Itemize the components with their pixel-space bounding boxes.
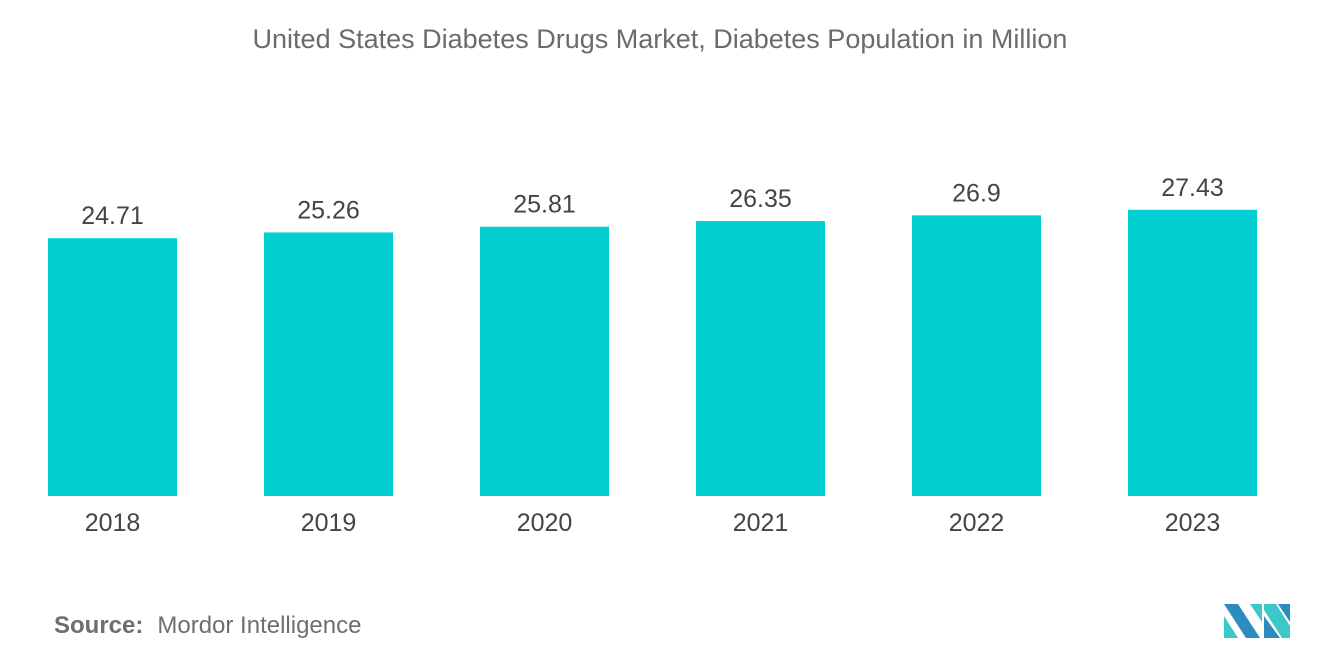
bar-2021: [696, 221, 825, 496]
value-label-2020: 25.81: [513, 191, 576, 219]
bar-2018: [48, 238, 177, 497]
value-label-2021: 26.35: [729, 185, 792, 213]
bar-chart: 24.71 2018 25.26 2019 25.81 2020 26.35 2021 26.9…: [48, 174, 1257, 537]
bar-2019: [264, 232, 393, 497]
x-tick-label-2019: 2019: [301, 509, 357, 537]
source-text: Mordor Intelligence: [157, 612, 362, 639]
chart-title: United States Diabetes Drugs Market, Dia…: [252, 24, 1068, 54]
x-tick-label-2022: 2022: [949, 509, 1005, 537]
value-label-2022: 26.9: [952, 179, 1001, 207]
bar-2023: [1128, 209, 1257, 496]
x-tick-label-2023: 2023: [1165, 509, 1221, 537]
source-note: Source: Mordor Intelligence: [54, 612, 361, 640]
value-label-2018: 24.71: [81, 202, 144, 230]
source-label: Source:: [54, 612, 144, 639]
bar-2020: [480, 226, 609, 496]
value-label-2023: 27.43: [1161, 174, 1224, 202]
x-tick-label-2021: 2021: [733, 509, 789, 537]
value-label-2019: 25.26: [297, 196, 360, 224]
mordor-intelligence-logo: [1224, 604, 1290, 638]
x-tick-label-2020: 2020: [517, 509, 573, 537]
x-tick-label-2018: 2018: [85, 509, 141, 537]
bar-2022: [912, 215, 1041, 497]
